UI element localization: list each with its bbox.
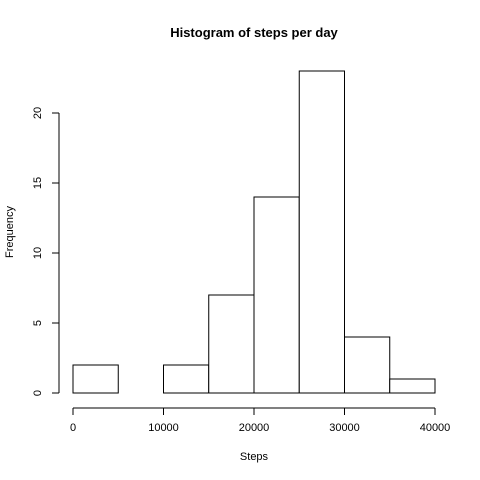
x-tick-label: 40000 xyxy=(420,422,451,434)
histogram-bar-5 xyxy=(298,70,345,394)
x-tick-label: 20000 xyxy=(239,422,270,434)
histogram-bar-7 xyxy=(389,378,436,394)
histogram-bar-4 xyxy=(253,196,300,394)
x-tick-label: 0 xyxy=(70,422,76,434)
bars-group xyxy=(72,70,436,394)
histogram-bar-0 xyxy=(72,364,119,394)
y-tick-label: 15 xyxy=(32,177,44,189)
histogram-bar-6 xyxy=(344,336,391,394)
x-axis-label: Steps xyxy=(240,451,269,463)
y-tick-label: 10 xyxy=(32,247,44,259)
histogram-bar-3 xyxy=(208,294,255,394)
y-axis: 0 5 10 15 20 xyxy=(32,107,60,396)
chart-title: Histogram of steps per day xyxy=(170,25,338,40)
y-tick-label: 20 xyxy=(32,107,44,119)
y-axis-label: Frequency xyxy=(4,206,16,258)
x-axis: 0 10000 20000 30000 40000 xyxy=(70,407,451,434)
y-tick-label: 0 xyxy=(32,390,44,396)
x-tick-label: 30000 xyxy=(329,422,360,434)
histogram-bar-2 xyxy=(163,364,210,394)
y-tick-label: 5 xyxy=(32,320,44,326)
x-tick-label: 10000 xyxy=(148,422,179,434)
